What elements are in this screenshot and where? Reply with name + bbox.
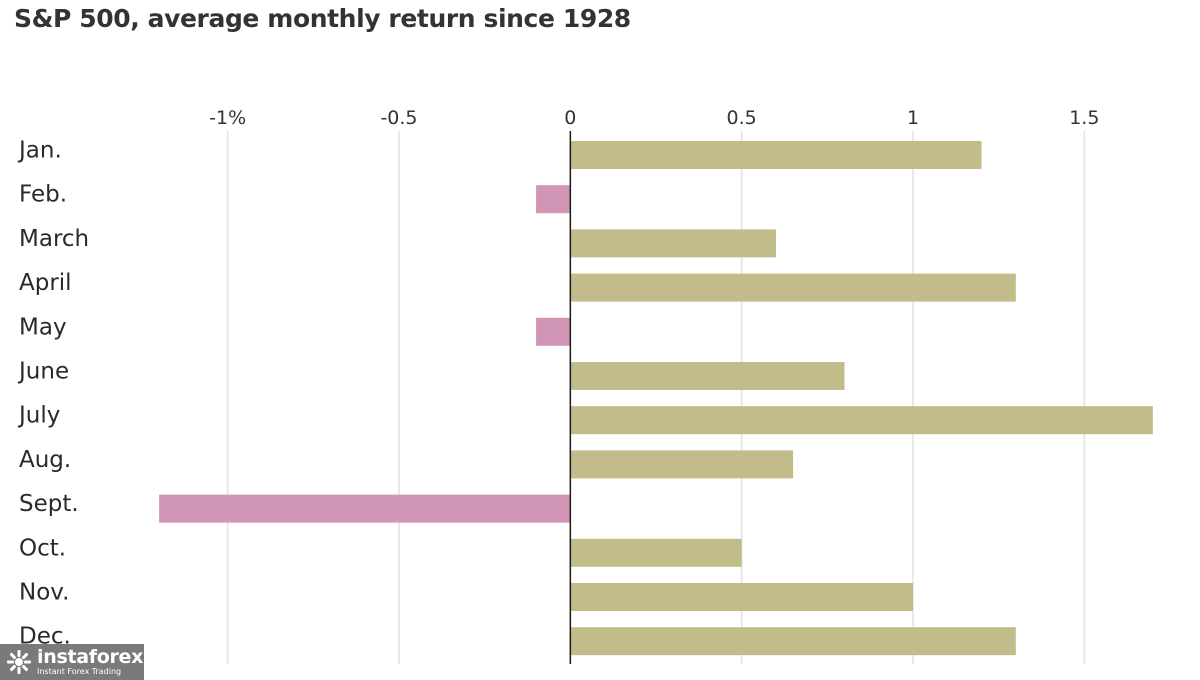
category-label: Oct.: [19, 535, 66, 561]
watermark-brand: instaforex: [37, 646, 144, 668]
bar-aug: [570, 450, 794, 479]
category-label: Sept.: [19, 491, 79, 517]
bar-oct: [570, 538, 742, 567]
bar-feb: [536, 185, 571, 214]
instaforex-logo-icon: [7, 650, 31, 674]
chart-title: S&P 500, average monthly return since 19…: [14, 4, 631, 33]
category-label: Aug.: [19, 447, 71, 473]
x-tick-label: 0: [564, 107, 576, 129]
bar-sept: [159, 494, 571, 523]
bar-june: [570, 362, 845, 390]
category-label: June: [17, 359, 69, 385]
category-label: Feb.: [19, 182, 67, 208]
watermark-tagline: Instant Forex Trading: [37, 667, 122, 676]
grid-lines: [226, 131, 1086, 664]
x-tick-label: -0.5: [380, 107, 417, 129]
x-tick-label: 0.5: [727, 107, 757, 129]
bar-jan: [570, 141, 982, 169]
category-label: May: [19, 314, 67, 340]
category-label: April: [19, 270, 72, 296]
category-label: Jan.: [17, 138, 62, 164]
category-labels: Jan. Feb. March April May June July Aug. Sept. Oc…: [17, 138, 89, 650]
bar-july: [570, 406, 1153, 435]
x-tick-label: 1.5: [1069, 107, 1099, 129]
bar-dec: [570, 627, 1016, 656]
x-axis-tick-labels: -1% -0.5 0 0.5 1 1.5: [209, 107, 1099, 129]
bar-may: [536, 317, 571, 346]
bar-april: [570, 273, 1016, 302]
x-tick-label: -1%: [209, 107, 246, 129]
category-label: March: [19, 226, 89, 252]
x-tick-label: 1: [907, 107, 919, 129]
category-label: July: [17, 403, 60, 429]
bar-nov: [570, 583, 913, 611]
bar-march: [570, 229, 776, 258]
watermark-logo: instaforex Instant Forex Trading: [0, 644, 144, 680]
bars: [159, 141, 1153, 656]
category-label: Nov.: [19, 580, 69, 606]
